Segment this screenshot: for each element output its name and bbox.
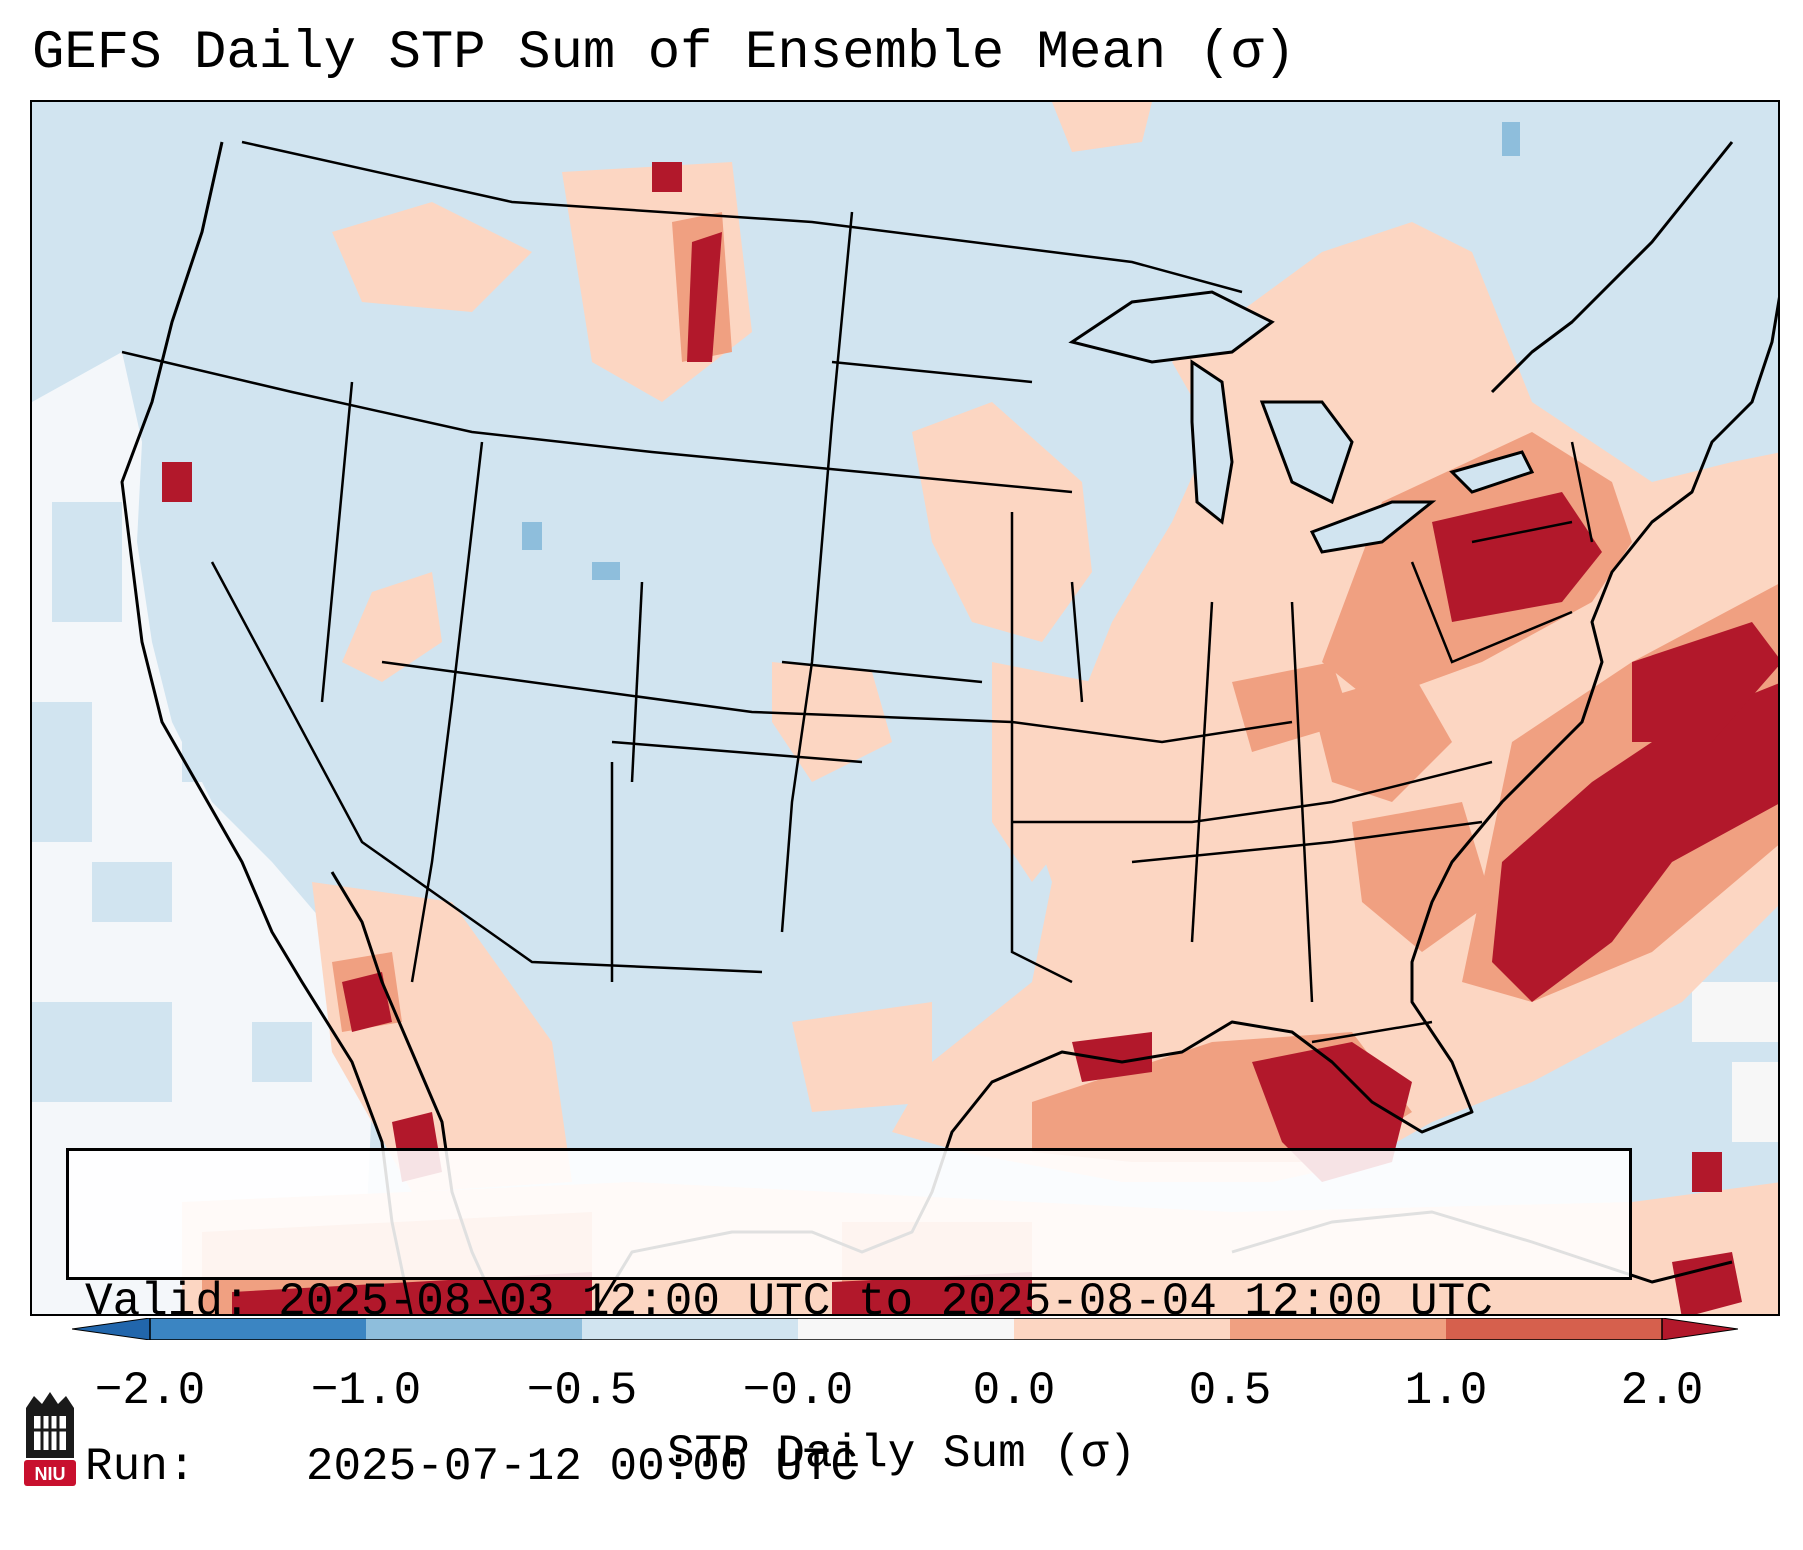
colorbar-tick-label: 1.0	[1404, 1365, 1488, 1417]
run-value: 2025-07-12 00:00 UTC	[305, 1441, 858, 1493]
colorbar-tick-label: −0.5	[526, 1365, 638, 1417]
valid-run-info-box: Valid: 2025-08-03 12:00 UTC to 2025-08-0…	[66, 1148, 1632, 1493]
stp-field-high	[162, 162, 1778, 1314]
colorbar-tick-label: 2.0	[1620, 1365, 1704, 1417]
colorbar-title: STP Daily Sum (σ)	[666, 1428, 1137, 1480]
atlantic-neutral-patch	[1692, 982, 1778, 1142]
colorbar-tick-label: 0.5	[1188, 1365, 1272, 1417]
colorbar-bin	[1230, 1318, 1446, 1340]
colorbar-extend-high	[1661, 1318, 1738, 1340]
colorbar-tick-label: −2.0	[94, 1365, 206, 1417]
colorbar-bin	[1446, 1318, 1662, 1340]
colorbar-bin	[798, 1318, 1014, 1340]
map-panel[interactable]	[30, 100, 1780, 1316]
colorbar-bin	[582, 1318, 798, 1340]
map-canvas	[32, 102, 1778, 1314]
colorbar-tick-label: 0.0	[972, 1365, 1056, 1417]
logo-text: NIU	[35, 1464, 66, 1484]
run-row: Run: 2025-07-12 00:00 UTC	[85, 1440, 1613, 1495]
colorbar-outline	[149, 1318, 1663, 1340]
stp-field-negative	[522, 122, 1520, 580]
page-title: GEFS Daily STP Sum of Ensemble Mean (σ)	[32, 23, 1296, 84]
colorbar-bin	[1014, 1318, 1230, 1340]
niu-logo: NIU	[24, 1392, 76, 1486]
run-label: Run:	[85, 1441, 196, 1493]
state-borders	[121, 140, 1594, 1044]
colorbar-extend-low	[72, 1318, 151, 1340]
colorbar-bin	[150, 1318, 366, 1340]
colorbar-tick-label: −1.0	[310, 1365, 422, 1417]
colorbar-bin	[366, 1318, 582, 1340]
great-lakes	[1068, 290, 1535, 554]
colorbar-tick-label: −0.0	[742, 1365, 854, 1417]
colorbar	[72, 1318, 1738, 1340]
pacific-blue-patches	[32, 502, 312, 1102]
